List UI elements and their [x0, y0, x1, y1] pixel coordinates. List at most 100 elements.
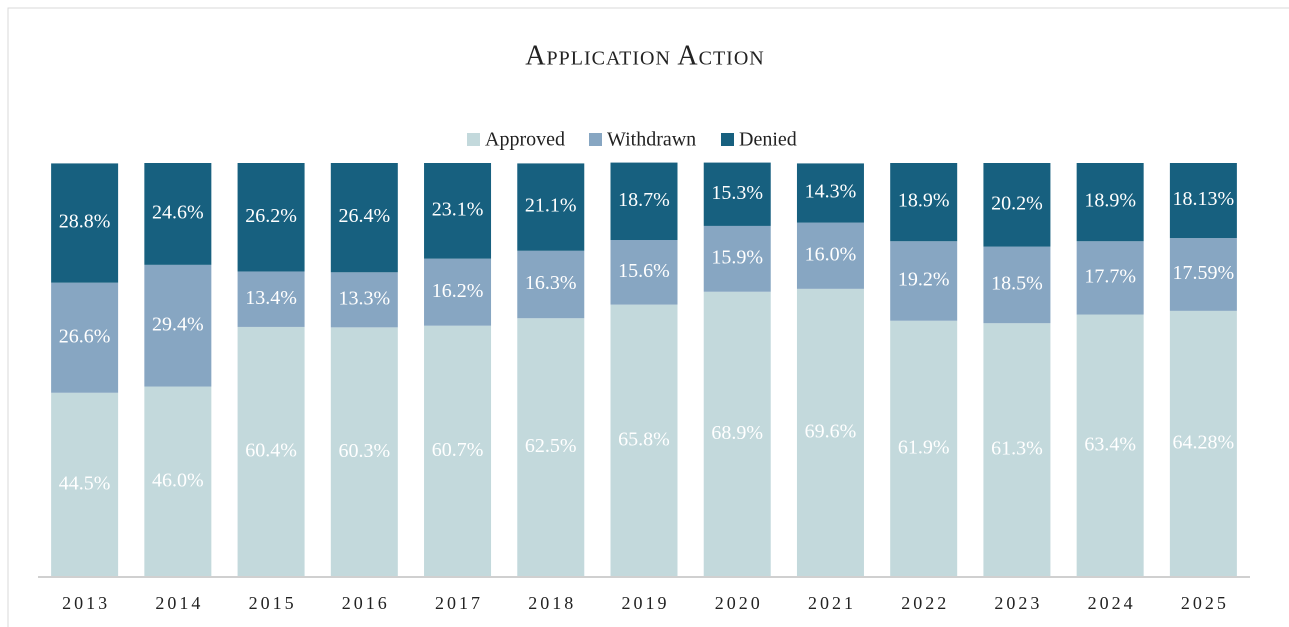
- bar-segment: [51, 282, 119, 393]
- bar-segment: [424, 258, 492, 326]
- bar-segment: [796, 288, 864, 577]
- bar-segment: [330, 327, 398, 577]
- bar-segment: [703, 291, 771, 577]
- bar-segment: [610, 304, 678, 577]
- data-label: 60.7%: [432, 439, 484, 461]
- x-tick-label: 2022: [901, 593, 949, 613]
- bar-segment: [796, 222, 864, 289]
- data-label: 63.4%: [1084, 433, 1136, 455]
- data-label: 18.13%: [1173, 188, 1235, 210]
- bar-segment: [890, 320, 958, 577]
- chart-title: Application Action: [525, 40, 764, 71]
- data-label: 16.2%: [432, 280, 484, 302]
- data-label: 18.7%: [618, 189, 670, 211]
- data-label: 26.2%: [245, 205, 297, 227]
- x-tick-label: 2018: [528, 593, 576, 613]
- data-label: 19.2%: [898, 269, 950, 291]
- data-label: 28.8%: [59, 211, 111, 233]
- x-tick-label: 2015: [249, 593, 297, 613]
- bar-segment: [424, 325, 492, 577]
- chart-border: [7, 7, 1289, 627]
- bar-segment: [796, 163, 864, 223]
- data-label: 18.5%: [991, 273, 1043, 295]
- bar-segment: [1169, 310, 1237, 577]
- bar-segment: [144, 163, 212, 265]
- data-label: 20.2%: [991, 192, 1043, 214]
- data-label: 60.3%: [338, 440, 390, 462]
- data-label: 29.4%: [152, 313, 204, 335]
- data-label: 23.1%: [432, 198, 484, 220]
- bar-segment: [517, 318, 585, 577]
- data-label: 17.7%: [1084, 265, 1136, 287]
- data-label: 61.9%: [898, 436, 950, 458]
- data-label: 65.8%: [618, 428, 670, 450]
- x-tick-label: 2019: [622, 593, 670, 613]
- data-label: 46.0%: [152, 469, 204, 491]
- bar-segment: [703, 162, 771, 226]
- bar-segment: [890, 163, 958, 242]
- data-label: 15.6%: [618, 260, 670, 282]
- bar-segment: [703, 225, 771, 292]
- bar-segment: [51, 163, 119, 283]
- x-tick-label: 2024: [1088, 593, 1136, 613]
- legend-swatch: [467, 133, 480, 146]
- data-label: 24.6%: [152, 202, 204, 224]
- bar-segment: [330, 163, 398, 273]
- bar-segment: [890, 241, 958, 321]
- bar-segment: [1169, 238, 1237, 311]
- bar-segment: [237, 163, 305, 272]
- data-label: 26.6%: [59, 325, 111, 347]
- bar-segment: [144, 386, 212, 577]
- legend: Approved Withdrawn Denied: [467, 129, 797, 151]
- x-tick-label: 2020: [715, 593, 763, 613]
- x-tick-label: 2025: [1181, 593, 1229, 613]
- data-label: 14.3%: [805, 181, 857, 203]
- bar-segment: [983, 246, 1051, 324]
- data-label: 15.3%: [711, 182, 763, 204]
- data-label: 18.9%: [898, 190, 950, 212]
- data-label: 62.5%: [525, 435, 577, 457]
- data-label: 13.3%: [338, 287, 390, 309]
- bar-segment: [1076, 241, 1144, 315]
- data-label: 21.1%: [525, 195, 577, 217]
- legend-label: Approved: [485, 129, 565, 151]
- legend-label: Withdrawn: [607, 129, 696, 151]
- bar-segment: [610, 240, 678, 305]
- data-label: 13.4%: [245, 287, 297, 309]
- data-label: 26.4%: [338, 205, 390, 227]
- bar-segment: [1076, 163, 1144, 242]
- bar-segment: [330, 272, 398, 328]
- data-label: 44.5%: [59, 472, 111, 494]
- data-label: 18.9%: [1084, 190, 1136, 212]
- x-tick-label: 2013: [62, 593, 110, 613]
- data-label: 15.9%: [711, 246, 763, 268]
- bar-segment: [144, 264, 212, 387]
- bar-segment: [517, 163, 585, 251]
- data-label: 60.4%: [245, 440, 297, 462]
- data-label: 64.28%: [1173, 432, 1235, 454]
- bar-segment: [517, 250, 585, 319]
- data-label: 16.3%: [525, 272, 577, 294]
- legend-swatch: [589, 133, 602, 146]
- data-label: 16.0%: [805, 243, 857, 265]
- x-tick-label: 2014: [155, 593, 203, 613]
- data-label: 68.9%: [711, 422, 763, 444]
- x-tick-label: 2021: [808, 593, 856, 613]
- data-label: 17.59%: [1173, 262, 1235, 284]
- bar-segment: [1169, 163, 1237, 239]
- bar-segment: [983, 323, 1051, 577]
- bar-segment: [983, 163, 1051, 247]
- bar-segment: [610, 162, 678, 241]
- data-label: 61.3%: [991, 438, 1043, 460]
- bar-segment: [237, 326, 305, 577]
- x-tick-label: 2017: [435, 593, 483, 613]
- bar-segment: [1076, 314, 1144, 577]
- legend-swatch: [721, 133, 734, 146]
- x-tick-label: 2016: [342, 593, 390, 613]
- bar-segment: [237, 271, 305, 327]
- bar-segment: [424, 163, 492, 259]
- x-tick-label: 2023: [994, 593, 1042, 613]
- legend-label: Denied: [739, 129, 797, 151]
- data-label: 69.6%: [805, 421, 857, 443]
